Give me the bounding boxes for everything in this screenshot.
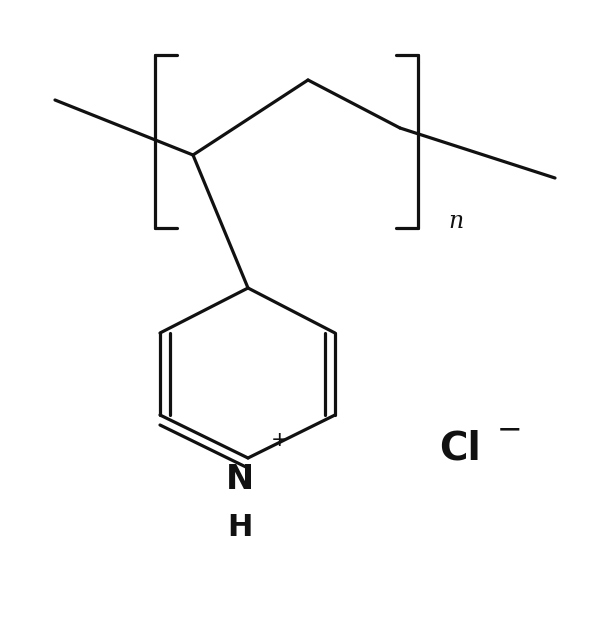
Text: Cl: Cl: [439, 429, 481, 467]
Text: −: −: [497, 415, 523, 445]
Text: n: n: [448, 210, 463, 233]
Text: N: N: [226, 463, 254, 496]
Text: +: +: [271, 430, 289, 450]
Text: H: H: [227, 513, 253, 542]
